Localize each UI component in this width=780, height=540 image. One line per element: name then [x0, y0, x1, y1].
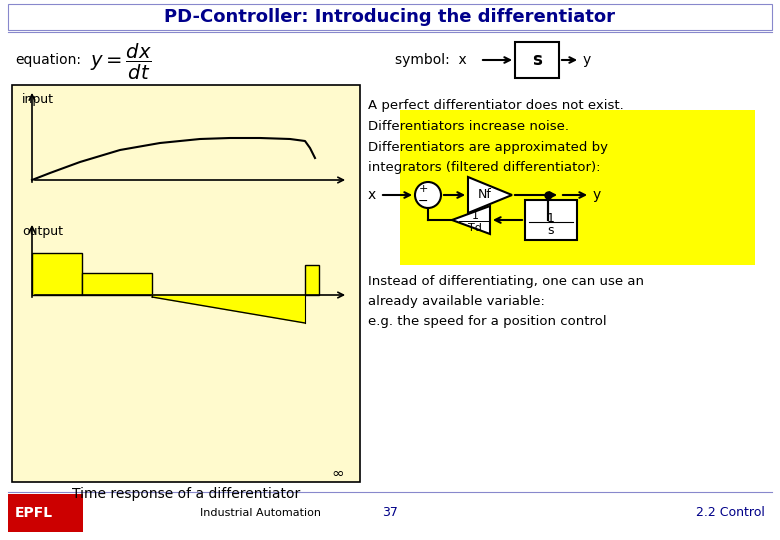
Text: A perfect differentiator does not exist.: A perfect differentiator does not exist. [368, 98, 624, 111]
Circle shape [415, 182, 441, 208]
Text: x: x [368, 188, 376, 202]
Text: Differentiators are approximated by: Differentiators are approximated by [368, 140, 608, 153]
Text: PD-Controller: Introducing the differentiator: PD-Controller: Introducing the different… [165, 8, 615, 26]
Text: 37: 37 [382, 507, 398, 519]
Polygon shape [152, 295, 305, 323]
Text: 1: 1 [547, 212, 555, 225]
Text: EPFL: EPFL [15, 506, 53, 520]
Text: s: s [532, 51, 542, 69]
FancyBboxPatch shape [515, 42, 559, 78]
Text: already available variable:: already available variable: [368, 295, 545, 308]
FancyBboxPatch shape [400, 110, 755, 265]
Text: Instead of differentiating, one can use an: Instead of differentiating, one can use … [368, 275, 644, 288]
Polygon shape [468, 177, 512, 213]
Text: +: + [418, 184, 427, 194]
Text: −: − [418, 194, 428, 207]
Text: Nf: Nf [478, 188, 492, 201]
FancyBboxPatch shape [32, 253, 82, 295]
Text: y: y [593, 188, 601, 202]
Text: y: y [583, 53, 591, 67]
Text: $y = \dfrac{dx}{dt}$: $y = \dfrac{dx}{dt}$ [90, 42, 152, 82]
Text: Differentiators increase noise.: Differentiators increase noise. [368, 119, 569, 132]
FancyBboxPatch shape [12, 85, 360, 482]
Text: integrators (filtered differentiator):: integrators (filtered differentiator): [368, 161, 601, 174]
FancyBboxPatch shape [305, 265, 319, 295]
Text: Industrial Automation: Industrial Automation [200, 508, 321, 518]
Text: symbol:  x: symbol: x [395, 53, 466, 67]
Text: output: output [22, 226, 63, 239]
FancyBboxPatch shape [82, 273, 152, 295]
Text: e.g. the speed for a position control: e.g. the speed for a position control [368, 315, 607, 328]
Polygon shape [452, 206, 490, 234]
Text: Td: Td [468, 223, 482, 233]
Text: s: s [548, 224, 555, 237]
FancyBboxPatch shape [8, 4, 772, 30]
FancyBboxPatch shape [8, 494, 83, 532]
Text: 1: 1 [471, 211, 478, 221]
Text: equation:: equation: [15, 53, 81, 67]
Text: ∞: ∞ [332, 465, 345, 481]
FancyBboxPatch shape [525, 200, 577, 240]
Text: input: input [22, 93, 54, 106]
Text: 2.2 Control: 2.2 Control [696, 507, 764, 519]
Text: Time response of a differentiator: Time response of a differentiator [72, 487, 300, 501]
